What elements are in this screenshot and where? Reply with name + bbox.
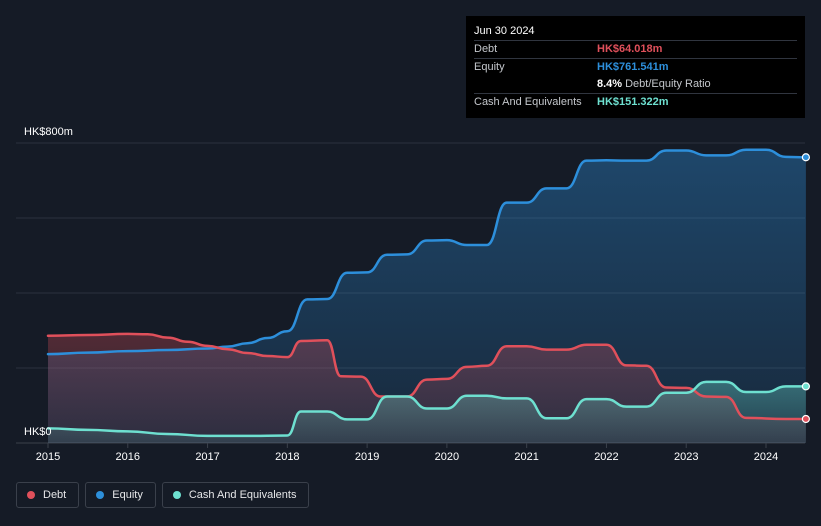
x-tick-label-2021: 2021 [514, 451, 538, 463]
series-end-markers [801, 153, 810, 424]
legend-debt-label: Debt [43, 489, 67, 501]
legend-equity-label: Equity [112, 489, 143, 501]
tooltip-debt-label: Debt [474, 43, 498, 55]
tooltip-ratio-label: Debt/Equity Ratio [625, 78, 711, 90]
data-tooltip: Jun 30 2024 Debt HK$64.018m Equity HK$76… [466, 16, 805, 118]
cash-area [48, 381, 806, 443]
x-tick-label-2018: 2018 [275, 451, 299, 463]
x-tick-label-2024: 2024 [754, 451, 778, 463]
legend-item-debt[interactable]: Debt [16, 482, 80, 508]
legend-item-equity[interactable]: Equity [85, 482, 156, 508]
chart-legend: Debt Equity Cash And Equivalents [16, 482, 310, 510]
x-tick-label-2022: 2022 [594, 451, 618, 463]
tooltip-row-ratio: 8.4% Debt/Equity Ratio [474, 76, 797, 93]
tooltip-debt-value: HK$64.018m [597, 43, 663, 55]
tooltip-row-equity: Equity HK$761.541m [474, 58, 797, 76]
x-axis-ticks: 2015 2016 2017 2018 2019 2020 2021 2022 2023 2024 [36, 443, 778, 463]
x-tick-label-2023: 2023 [674, 451, 698, 463]
cash-legend-dot-icon [172, 491, 181, 499]
x-tick-label-2015: 2015 [36, 451, 60, 463]
equity-legend-dot-icon [96, 491, 105, 499]
series-areas [48, 149, 806, 443]
legend-cash-label: Cash And Equivalents [188, 489, 297, 501]
cash-line [46, 380, 808, 438]
x-tick-label-2019: 2019 [355, 451, 379, 463]
series-lines [46, 148, 808, 438]
equity-end-marker [801, 153, 810, 162]
tooltip-date: Jun 30 2024 [474, 25, 535, 37]
x-tick-label-2016: 2016 [116, 451, 140, 463]
y-axis-top-label: HK$800m [24, 126, 73, 138]
legend-item-cash[interactable]: Cash And Equivalents [161, 482, 310, 508]
tooltip-row-debt: Debt HK$64.018m [474, 40, 797, 58]
cash-end-marker [801, 382, 810, 391]
debt-line [46, 332, 808, 421]
tooltip-cash-label: Cash And Equivalents [474, 96, 582, 108]
x-tick-label-2020: 2020 [435, 451, 459, 463]
tooltip-ratio-percent: 8.4% [597, 78, 623, 90]
y-axis-bottom-label: HK$0 [24, 426, 52, 438]
tooltip-row-cash: Cash And Equivalents HK$151.322m [474, 93, 797, 111]
tooltip-cash-value: HK$151.322m [597, 96, 669, 108]
tooltip-equity-label: Equity [474, 61, 505, 73]
debt-end-marker [801, 414, 810, 424]
x-tick-label-2017: 2017 [195, 451, 219, 463]
debt-legend-dot-icon [27, 491, 35, 499]
equity-line [46, 148, 808, 356]
tooltip-equity-value: HK$761.541m [597, 61, 669, 73]
